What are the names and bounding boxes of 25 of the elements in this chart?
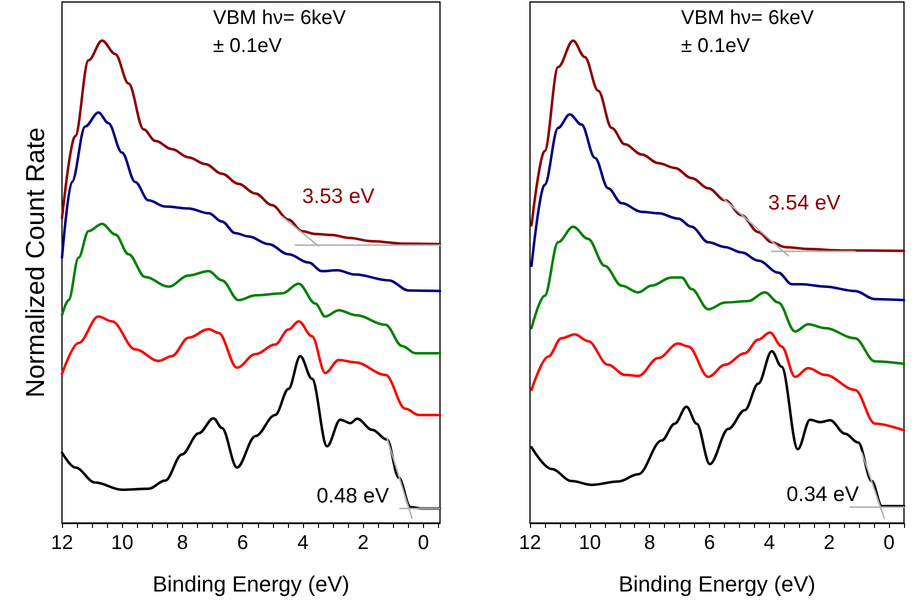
x-tick-label: 6 [704,532,716,554]
annotation: 0.48 eV [316,484,389,508]
x-tick-label: 8 [176,532,188,554]
x-tick-label: 2 [358,532,369,554]
text: VBM hν= 6keV [213,7,346,29]
x-tick-label: 0 [418,532,429,554]
x-tick-label: 10 [111,532,134,554]
x-tick-label: 8 [644,532,656,554]
annotation: ± 0.1eV [681,35,750,57]
x-tick-label: 4 [764,532,775,554]
x-tick-label: 6 [237,532,248,554]
text: VBM hν= 6keV [681,7,814,29]
annotation: 3.54 eV [768,191,841,214]
x-tick-label: 4 [297,532,309,554]
x-axis-title: Binding Energy (eV) [152,572,350,596]
annotation: 3.53 eV [302,185,375,208]
x-tick-label: 12 [518,532,542,554]
x-tick-label: 10 [578,532,601,554]
y-axis-title: Normalized Count Rate [20,127,50,398]
annotation: 0.34 eV [786,483,859,506]
x-axis-title: Binding Energy (eV) [618,572,816,596]
x-tick-label: 2 [824,532,835,554]
x-tick-label: 0 [883,532,895,554]
annotation: ± 0.1eV [213,35,282,57]
x-tick-label: 12 [50,532,74,554]
